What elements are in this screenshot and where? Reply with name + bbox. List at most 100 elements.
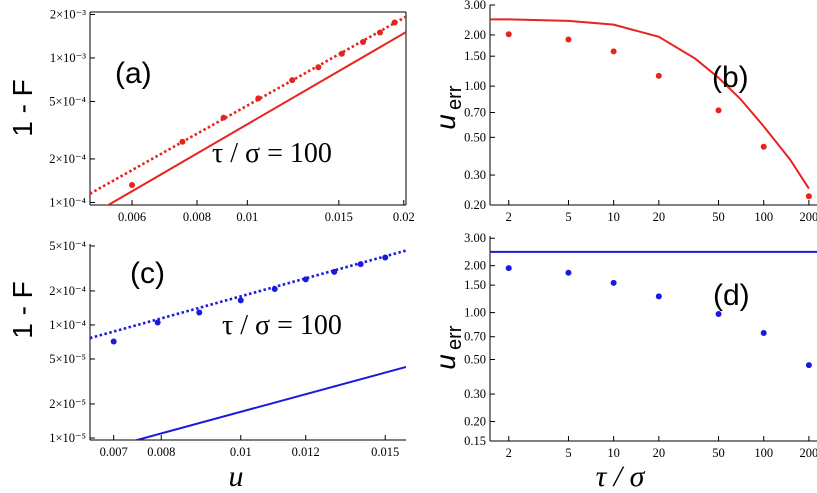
- x-axis-label-right: τ / σ: [596, 460, 646, 493]
- panel-d-x-tick-label: 2: [506, 446, 512, 460]
- panel-c-theory-line: [133, 365, 406, 440]
- panel-d-data-point: [610, 279, 617, 286]
- panel-d-x-tick-label: 100: [754, 446, 773, 460]
- panel-d-x-tick-label: 50: [712, 446, 725, 460]
- panel-b-y-tick-label: 1.50: [464, 49, 486, 63]
- panel-d-y-tick-label: 0.30: [464, 387, 486, 401]
- panel-b-data-point: [610, 48, 617, 55]
- y-axis-label-b-sub: err: [444, 85, 466, 110]
- y-axis-label-b-main: u: [430, 114, 461, 130]
- panel-b-data-point: [760, 143, 767, 150]
- panel-a-data-point: [129, 182, 136, 189]
- panel-b-x-tick-label: 20: [653, 210, 666, 224]
- panel-d-data-point: [760, 329, 767, 336]
- y-axis-label-a: 1 - F: [7, 79, 38, 137]
- panel-a-fit-line: [90, 15, 406, 195]
- panel-c-x-tick-label: 0.01: [230, 445, 252, 459]
- panel-b-y-tick-label: 0.70: [464, 105, 486, 119]
- y-axis-label-b: u err: [430, 85, 466, 130]
- panel-b-y-tick-label: 1.00: [464, 79, 486, 93]
- panel-c-data-point: [110, 338, 117, 345]
- panel-d-y-tick-label: 0.70: [464, 330, 486, 344]
- panel-b-theory-line: [490, 18, 810, 190]
- panel-d: 2 5 10 20 50 100 200 0.15 0.20 0.30 0.50 0.70 1.00 1.…: [464, 231, 817, 460]
- panel-d-plot-area: [490, 250, 817, 369]
- panel-c-data-point: [196, 309, 203, 316]
- panel-d-y-tick-label: 2.00: [464, 259, 486, 273]
- panel-b-label: (b): [712, 61, 749, 94]
- y-axis-label-c: 1 - F: [7, 281, 38, 339]
- panel-b-plot-area: [490, 18, 812, 200]
- panel-a-annotation: τ / σ = 100: [212, 138, 332, 169]
- panel-b-y-tick-label: 3.00: [464, 0, 486, 12]
- panel-c-y-tick-label: 1×10⁻⁴: [49, 318, 86, 332]
- panel-c-y-tick-label: 1×10⁻⁵: [49, 431, 86, 445]
- panel-d-data-point: [505, 265, 512, 272]
- panel-d-data-point: [715, 310, 722, 317]
- panel-a: 0.006 0.008 0.01 0.015 0.02 1×10⁻⁴ 2×10⁻⁴ 5×10⁻…: [49, 7, 414, 224]
- panel-d-x-tick-label: 10: [607, 446, 620, 460]
- panel-d-y-tick-label: 3.00: [464, 231, 486, 245]
- panel-b-data-point: [565, 36, 572, 43]
- panel-b-x-tick-label: 100: [754, 210, 773, 224]
- panel-d-y-tick-label: 1.00: [464, 306, 486, 320]
- panel-d-y-tick-label: 0.20: [464, 415, 486, 429]
- panel-b: 2 5 10 20 50 100 200 0.20 0.30 0.50 0.70 1.00 1.50 2.…: [464, 0, 817, 224]
- panel-a-x-tick-label: 0.02: [393, 210, 415, 224]
- panel-a-theory-line: [106, 31, 406, 205]
- x-axis-label-left: u: [229, 460, 244, 493]
- panel-b-x-tick-label: 5: [565, 210, 571, 224]
- panel-c-y-tick-label: 2×10⁻⁵: [49, 397, 86, 411]
- panel-d-data-point: [565, 269, 572, 276]
- panel-c-x-tick-label: 0.008: [147, 445, 175, 459]
- panel-b-data-point: [805, 193, 812, 200]
- y-axis-label-d-sub: err: [444, 325, 466, 350]
- panel-a-plot-area: [90, 15, 406, 205]
- panel-d-x-tick-label: 5: [565, 446, 571, 460]
- panel-b-data-point: [505, 31, 512, 38]
- panel-c-label: (c): [130, 257, 165, 290]
- panel-b-y-tick-label: 0.30: [464, 168, 486, 182]
- panel-d-label: (d): [713, 279, 750, 312]
- panel-a-y-tick-label: 5×10⁻⁴: [49, 94, 86, 108]
- panel-b-x-tick-label: 2: [506, 210, 512, 224]
- panel-c-annotation: τ / σ = 100: [222, 310, 342, 341]
- panel-c-data-point: [154, 319, 161, 326]
- panel-a-x-tick-label: 0.015: [325, 210, 353, 224]
- panel-d-y-tick-label: 0.50: [464, 353, 486, 367]
- panel-c-x-tick-label: 0.007: [100, 445, 128, 459]
- panel-b-y-tick-label: 0.50: [464, 130, 486, 144]
- panel-a-x-tick-label: 0.006: [118, 210, 146, 224]
- panel-c-x-tick-label: 0.012: [292, 445, 320, 459]
- panel-d-y-tick-label: 0.15: [464, 434, 486, 448]
- y-axis-label-d: u err: [430, 325, 466, 370]
- panel-b-x-tick-label: 10: [607, 210, 620, 224]
- panel-a-x-tick-label: 0.008: [183, 210, 211, 224]
- panel-d-data-point: [655, 293, 662, 300]
- panel-c-x-tick-label: 0.015: [371, 445, 399, 459]
- panel-a-y-tick-label: 1×10⁻⁴: [49, 195, 86, 209]
- panel-a-label: (a): [115, 57, 152, 90]
- panel-d-data-point: [805, 362, 812, 369]
- panel-c-data-point: [237, 297, 244, 304]
- panel-c-y-tick-label: 2×10⁻⁴: [49, 284, 86, 298]
- panel-b-y-tick-label: 0.20: [464, 198, 486, 212]
- y-axis-label-d-main: u: [430, 354, 461, 370]
- panel-a-y-tick-label: 2×10⁻⁴: [49, 152, 86, 166]
- panel-b-x-tick-label: 200: [800, 210, 817, 224]
- panel-b-data-point: [715, 107, 722, 114]
- panel-c: 0.007 0.008 0.01 0.012 0.015 1×10⁻⁵ 2×10⁻⁵ 5×10…: [49, 239, 406, 459]
- panel-c-y-tick-label: 5×10⁻⁵: [49, 352, 86, 366]
- panel-c-y-tick-label: 5×10⁻⁴: [49, 239, 86, 253]
- panel-b-x-tick-label: 50: [712, 210, 725, 224]
- panel-d-x-tick-label: 200: [800, 446, 817, 460]
- panel-c-plot-area: [90, 249, 406, 440]
- panel-d-y-tick-label: 1.50: [464, 278, 486, 292]
- panel-b-y-tick-label: 2.00: [464, 28, 486, 42]
- panel-a-y-tick-label: 1×10⁻³: [50, 51, 86, 65]
- panel-a-y-tick-label: 2×10⁻³: [50, 7, 86, 21]
- panel-d-x-tick-label: 20: [653, 446, 666, 460]
- panel-a-x-tick-label: 0.01: [236, 210, 258, 224]
- panel-b-data-point: [655, 72, 662, 79]
